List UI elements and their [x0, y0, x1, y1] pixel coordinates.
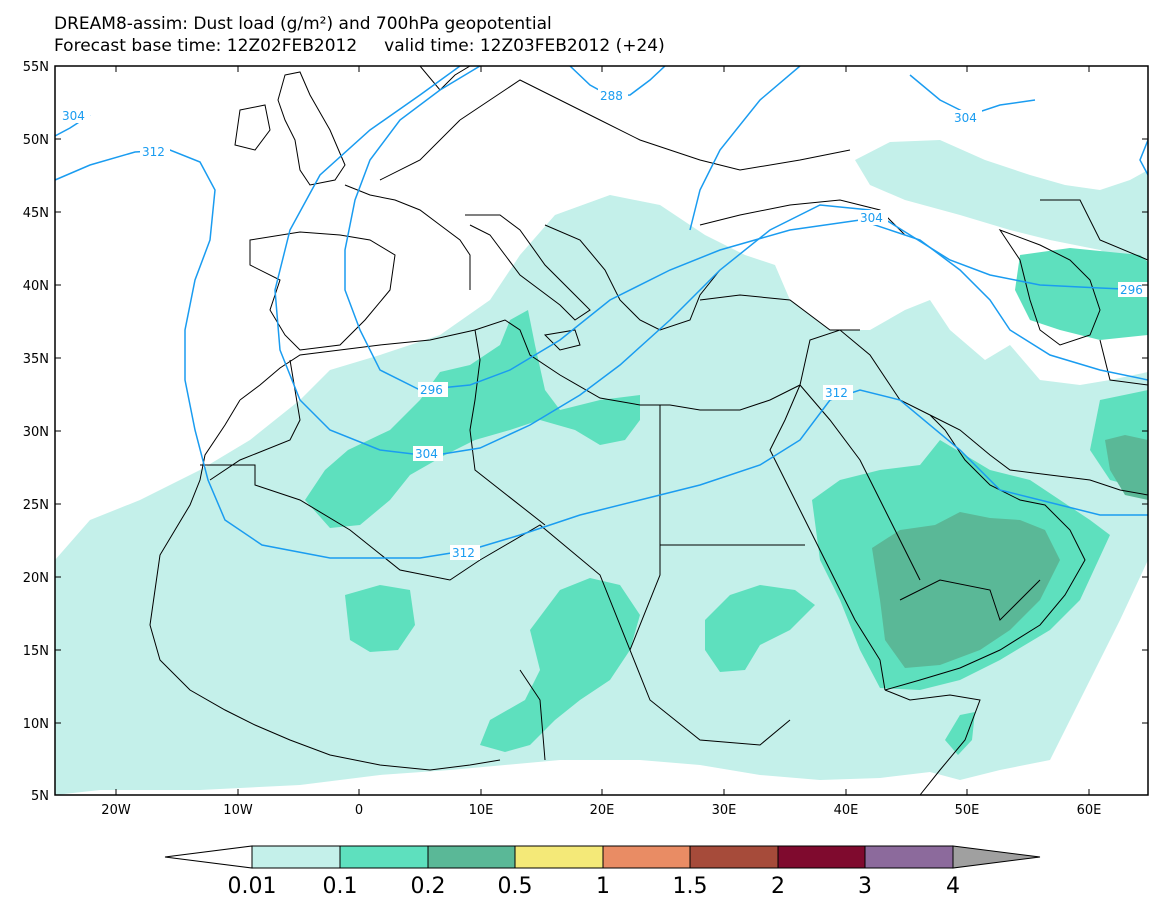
colorbar-segment: [864, 845, 954, 869]
axis-ticks: [55, 66, 1148, 795]
coastline-red-sea-east: [799, 384, 921, 581]
colorbar-segment: [777, 845, 866, 869]
lon-label: 20W: [101, 803, 131, 818]
contour-label: 312: [142, 145, 165, 159]
coastline-iran: [929, 414, 1148, 496]
contour-label: 312: [452, 546, 475, 560]
dust-high-shading: [872, 435, 1148, 668]
lat-label: 5N: [31, 789, 49, 804]
coastline-north-africa: [239, 319, 801, 411]
colorbar: 0.01 0.1 0.2 0.5 1 1.5 2 3 4: [164, 845, 1041, 899]
lon-label: 10E: [469, 803, 494, 818]
colorbar-segment: [427, 845, 516, 869]
longitude-axis: 20W 10W 0 10E 20E 30E 40E 50E 60E: [101, 803, 1101, 818]
lon-label: 40E: [834, 803, 859, 818]
lon-label: 10W: [223, 803, 253, 818]
geopotential-contours: [55, 66, 1148, 559]
coastline-ireland: [234, 104, 271, 151]
colorbar-under-arrow: [164, 845, 253, 869]
forecast-time-subtitle: Forecast base time: 12Z02FEB2012 valid t…: [54, 36, 665, 56]
contour-label: 304: [860, 211, 883, 225]
lat-label: 25N: [23, 498, 49, 513]
border-yemen-saudi: [899, 579, 1041, 621]
colorbar-label: 1: [596, 874, 610, 899]
lon-label: 30E: [712, 803, 737, 818]
lat-label: 50N: [23, 133, 49, 148]
coastline-italy: [465, 214, 591, 321]
lat-label: 20N: [23, 571, 49, 586]
contour-edge-northeast: [1139, 139, 1148, 176]
coastline-caspian: [998, 228, 1101, 346]
contour-label: 296: [420, 383, 443, 397]
contour-label: 312: [825, 386, 848, 400]
colorbar-label: 0.01: [228, 874, 277, 899]
colorbar-segment: [602, 845, 691, 869]
contour-label: 304: [62, 109, 85, 123]
map-plot-area: 304 312 288 304 304 296 296 304 312 312: [55, 66, 1148, 795]
colorbar-segment: [689, 845, 779, 869]
contour-312: [55, 149, 1148, 559]
border-egypt-sudan: [659, 405, 805, 546]
border-sudan-chad: [629, 545, 791, 746]
contour-label-group: 304 312 288 304 304 296 296 304 312 312: [60, 88, 1148, 560]
border-kazakhstan: [1040, 199, 1148, 261]
lon-label: 60E: [1077, 803, 1102, 818]
lat-label: 40N: [23, 279, 49, 294]
contour-label: 296: [1120, 283, 1143, 297]
lon-label: 20E: [590, 803, 615, 818]
border-benelux: [379, 119, 461, 181]
colorbar-over-arrow: [952, 845, 1041, 869]
colorbar-segment: [251, 845, 341, 869]
colorbar-label: 1.5: [673, 874, 708, 899]
border-morocco-algeria: [209, 359, 301, 481]
map-title: DREAM8-assim: Dust load (g/m²) and 700hP…: [54, 14, 552, 34]
lat-label: 30N: [23, 425, 49, 440]
coastline-balkans: [544, 224, 721, 331]
lat-label: 55N: [23, 60, 49, 75]
contour-304: [274, 66, 1148, 457]
lon-label: 0: [355, 803, 363, 818]
border-central-europe: [459, 79, 851, 171]
latitude-axis: 55N 50N 45N 40N 35N 30N 25N 20N 15N 10N …: [23, 60, 49, 804]
colorbar-label: 0.5: [498, 874, 533, 899]
contour-label: 288: [600, 89, 623, 103]
border-turkmenistan-iran: [1099, 339, 1148, 386]
colorbar-segment: [339, 845, 429, 869]
border-algeria-libya: [469, 329, 546, 526]
coastline-arabia: [884, 414, 1086, 691]
lat-label: 35N: [23, 352, 49, 367]
coastline-horn-of-africa: [884, 689, 981, 795]
coastline-britain: [277, 71, 346, 186]
coastline-west-africa: [149, 399, 501, 771]
colorbar-label: 2: [771, 874, 785, 899]
colorbar-label: 0.2: [411, 874, 446, 899]
contour-296: [344, 66, 1148, 391]
coastline-sicily: [543, 329, 581, 351]
contour-label: 304: [954, 111, 977, 125]
colorbar-label: 3: [858, 874, 872, 899]
lat-label: 45N: [23, 206, 49, 221]
coastline-france: [344, 184, 471, 290]
border-sahel: [200, 464, 631, 651]
colorbar-segment: [514, 845, 604, 869]
lat-label: 15N: [23, 644, 49, 659]
coastline-denmark: [419, 66, 471, 91]
contour-label: 304: [415, 447, 438, 461]
coastline-red-sea-west: [769, 384, 886, 691]
lon-label: 50E: [955, 803, 980, 818]
colorbar-label: 0.1: [323, 874, 358, 899]
coastlines-and-borders: [149, 66, 1148, 795]
colorbar-label: 4: [946, 874, 960, 899]
contour-304-north: [689, 66, 801, 231]
border-nigeria-cameroon: [519, 669, 546, 761]
coastline-iberia: [249, 231, 396, 351]
border-middle-east: [799, 329, 931, 416]
lat-label: 10N: [23, 717, 49, 732]
